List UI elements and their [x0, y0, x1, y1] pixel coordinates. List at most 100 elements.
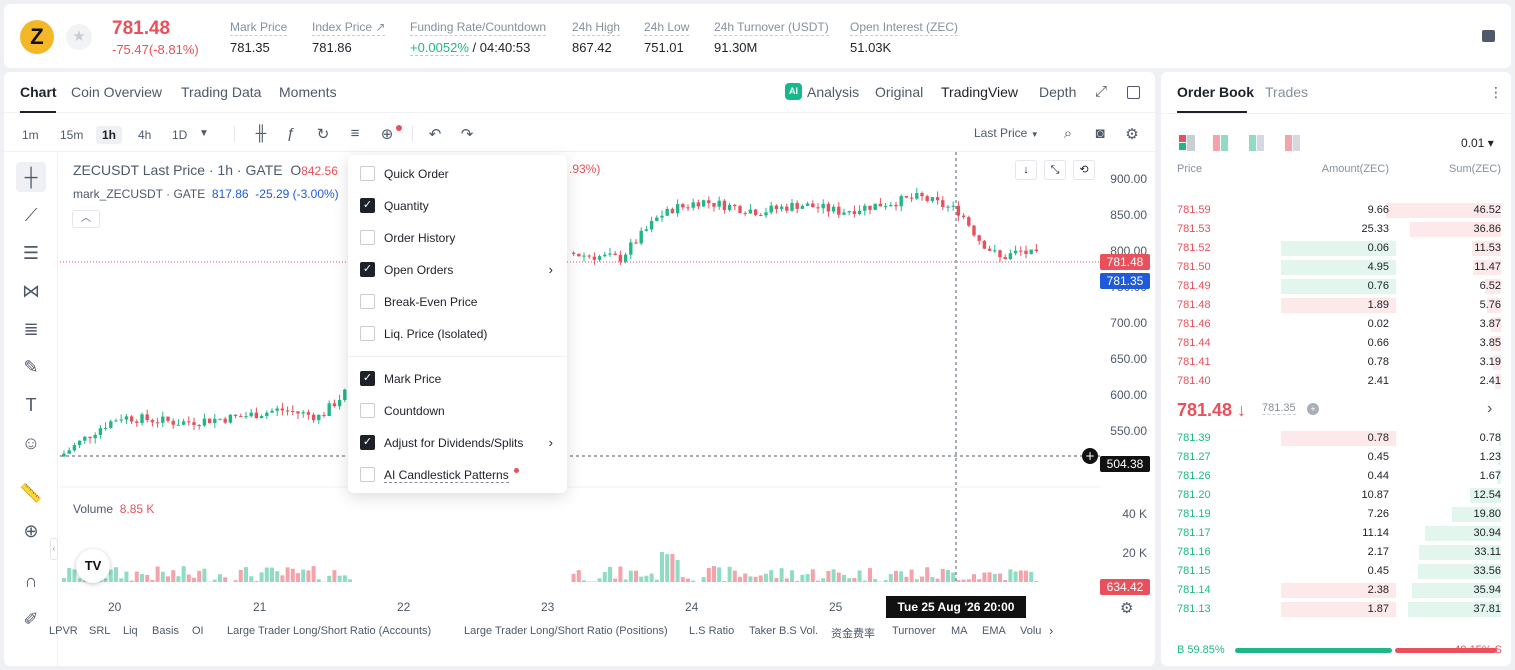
checkbox[interactable]	[360, 326, 375, 341]
undo-icon[interactable]: ↶	[428, 126, 442, 143]
menu-item-quantity[interactable]: ✓ Quantity	[348, 190, 567, 222]
favorite-star-icon[interactable]: ★	[66, 24, 92, 50]
guide-book-icon[interactable]	[1482, 30, 1495, 42]
collapse-arrows-icon[interactable]: ⤡	[1044, 160, 1066, 180]
stat-index-price[interactable]: Index Price ↗ 781.86	[312, 18, 386, 55]
chevron-right-icon[interactable]: ›	[1049, 623, 1054, 638]
checkbox-checked[interactable]: ✓	[360, 262, 375, 277]
indicator-lt-ratio-positions[interactable]: Large Trader Long/Short Ratio (Positions…	[464, 625, 668, 637]
menu-item-adjust-dividends[interactable]: ✓ Adjust for Dividends/Splits ›	[348, 427, 567, 459]
view-tradingview[interactable]: TradingView	[941, 84, 1019, 100]
bid-row[interactable]: 781.16 2.17 33.11	[1161, 543, 1511, 562]
pattern-tool-icon[interactable]: ⋈	[22, 281, 40, 301]
menu-item-quick-order[interactable]: Quick Order	[348, 158, 567, 190]
indicator-taker-vol[interactable]: Taker B.S Vol.	[749, 625, 819, 637]
stat-funding-rate[interactable]: Funding Rate/Countdown +0.0052% / 04:40:…	[410, 18, 547, 56]
layout-asks-icon[interactable]	[1285, 135, 1301, 151]
fib-tool-icon[interactable]: ≣	[23, 319, 39, 339]
tab-trades[interactable]: Trades	[1265, 84, 1309, 100]
menu-item-countdown[interactable]: Countdown	[348, 395, 567, 427]
brush-tool-icon[interactable]: ✎	[23, 357, 39, 377]
time-axis[interactable]: 20 21 22 23 24 25	[60, 596, 1100, 620]
indicators-icon[interactable]: ƒ	[286, 125, 296, 142]
checkbox-checked[interactable]: ✓	[360, 198, 375, 213]
bid-row[interactable]: 781.26 0.44 1.67	[1161, 467, 1511, 486]
screenshot-camera-icon[interactable]: ◙	[1095, 125, 1105, 142]
menu-item-liq-price[interactable]: Liq. Price (Isolated)	[348, 318, 567, 350]
candle-type-icon[interactable]: ╫	[255, 125, 267, 142]
ask-row[interactable]: 781.49 0.76 6.52	[1161, 277, 1511, 296]
menu-item-order-history[interactable]: Order History	[348, 222, 567, 254]
bid-row[interactable]: 781.19 7.26 19.80	[1161, 505, 1511, 524]
menu-item-mark-price[interactable]: ✓ Mark Price	[348, 363, 567, 395]
view-analysis[interactable]: Analysis	[807, 84, 860, 100]
bid-row[interactable]: 781.13 1.87 37.81	[1161, 600, 1511, 619]
ask-row[interactable]: 781.44 0.66 3.85	[1161, 334, 1511, 353]
indicator-ma[interactable]: MA	[951, 625, 968, 637]
ask-row[interactable]: 781.48 1.89 5.76	[1161, 296, 1511, 315]
interval-1m[interactable]: 1m	[22, 128, 39, 142]
crosshair-tool-icon[interactable]: ┼	[16, 162, 46, 192]
layout-bids-icon[interactable]	[1249, 135, 1265, 151]
tab-moments[interactable]: Moments	[279, 84, 337, 100]
indicator-volume[interactable]: Volu	[1020, 625, 1042, 637]
layout-both-icon[interactable]	[1179, 135, 1195, 151]
bid-row[interactable]: 781.14 2.38 35.94	[1161, 581, 1511, 600]
indicator-ema[interactable]: EMA	[982, 625, 1006, 637]
checkbox[interactable]	[360, 294, 375, 309]
collapse-legend-button[interactable]: ︿	[72, 210, 100, 228]
menu-item-ai-patterns[interactable]: AI Candlestick Patterns	[348, 459, 567, 491]
tick-size-select[interactable]: 0.01 ▾	[1461, 136, 1494, 150]
ask-row[interactable]: 781.50 4.95 11.47	[1161, 258, 1511, 277]
stat-mark-price[interactable]: Mark Price 781.35	[230, 18, 288, 55]
indicator-lt-ratio-accounts[interactable]: Large Trader Long/Short Ratio (Accounts)	[227, 625, 432, 637]
magnet-icon[interactable]: ∩	[24, 571, 38, 591]
chart-settings-icon[interactable]: ⚙	[1120, 600, 1134, 617]
ask-row[interactable]: 781.41 0.78 3.19	[1161, 353, 1511, 372]
sync-icon[interactable]: ⟲	[1073, 160, 1095, 180]
interval-1h[interactable]: 1h	[96, 126, 123, 144]
menu-item-break-even[interactable]: Break-Even Price	[348, 286, 567, 318]
scroll-down-icon[interactable]: ↓	[1015, 160, 1037, 180]
pencil-lock-icon[interactable]: ✐	[23, 609, 39, 629]
text-tool-icon[interactable]: T	[25, 395, 37, 415]
indicator-oi[interactable]: OI	[192, 625, 204, 637]
checkbox[interactable]	[360, 166, 375, 181]
checkbox[interactable]	[360, 230, 375, 245]
indicator-turnover[interactable]: Turnover	[892, 625, 936, 637]
indicator-srl[interactable]: SRL	[89, 625, 111, 637]
bid-row[interactable]: 781.27 0.45 1.23	[1161, 448, 1511, 467]
interval-dropdown-icon[interactable]: ▼	[199, 128, 209, 139]
menu-item-open-orders[interactable]: ✓ Open Orders ›	[348, 254, 567, 286]
layout-both-alt-icon[interactable]	[1213, 135, 1229, 151]
bid-row[interactable]: 781.39 0.78 0.78	[1161, 429, 1511, 448]
zoom-in-icon[interactable]: ⊕	[23, 521, 39, 541]
ask-row[interactable]: 781.40 2.41 2.41	[1161, 372, 1511, 391]
ask-row[interactable]: 781.53 25.33 36.86	[1161, 220, 1511, 239]
compare-icon[interactable]: ↻	[316, 126, 330, 143]
price-axis[interactable]: 900.00 850.00 800.00 750.00 700.00 650.0…	[1100, 152, 1155, 612]
tab-coin-overview[interactable]: Coin Overview	[71, 84, 163, 100]
gear-icon[interactable]: ⚙	[1125, 126, 1139, 143]
checkbox-checked[interactable]: ✓	[360, 435, 375, 450]
interval-15m[interactable]: 15m	[60, 128, 84, 142]
tab-trading-data[interactable]: Trading Data	[181, 84, 262, 100]
interval-1d[interactable]: 1D	[172, 128, 188, 142]
ask-row[interactable]: 781.52 0.06 11.53	[1161, 239, 1511, 258]
ask-row[interactable]: 781.59 9.66 46.52	[1161, 201, 1511, 220]
view-original[interactable]: Original	[875, 84, 924, 100]
tab-chart[interactable]: Chart	[20, 84, 57, 100]
window-mode-icon[interactable]	[1127, 86, 1140, 99]
indicator-lpvr[interactable]: LPVR	[49, 625, 78, 637]
bid-row[interactable]: 781.17 11.14 30.94	[1161, 524, 1511, 543]
indicator-funding-rate[interactable]: 资金费率	[831, 628, 875, 640]
search-icon[interactable]: ⌕	[1063, 125, 1073, 142]
bid-row[interactable]: 781.20 10.87 12.54	[1161, 486, 1511, 505]
interval-4h[interactable]: 4h	[138, 128, 152, 142]
collapse-toolbar-icon[interactable]: ‹	[50, 538, 58, 560]
ruler-tool-icon[interactable]: 📏	[19, 483, 43, 503]
redo-icon[interactable]: ↷	[460, 126, 474, 143]
indicator-liq[interactable]: Liq	[123, 625, 138, 637]
price-source-select[interactable]: Last Price ▼	[974, 126, 1039, 140]
more-options-icon[interactable]: ⋮	[1489, 84, 1503, 100]
